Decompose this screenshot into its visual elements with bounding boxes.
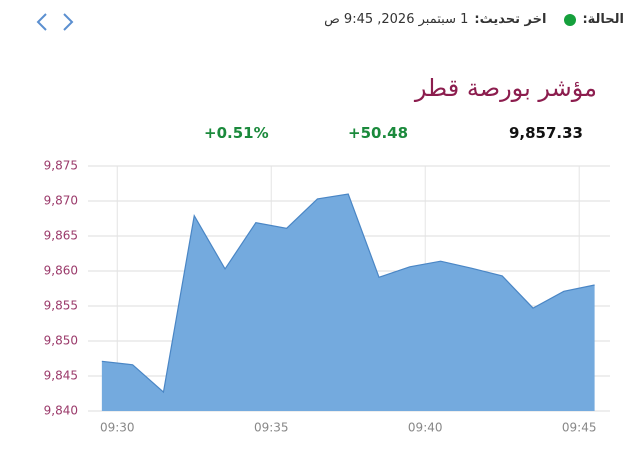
y-tick-label: 9,875 <box>44 159 78 173</box>
y-tick-label: 9,840 <box>44 404 78 418</box>
update-time: 1 سبتمبر 2026, 9:45 ص <box>324 12 469 27</box>
y-tick-label: 9,865 <box>44 229 78 243</box>
x-tick-label: 09:45 <box>562 421 597 435</box>
y-tick-label: 9,845 <box>44 369 78 383</box>
index-title: مؤشر بورصة قطر <box>414 74 597 102</box>
y-tick-label: 9,850 <box>44 334 78 348</box>
status-label: الحالة: <box>582 12 624 27</box>
next-arrow[interactable] <box>63 13 74 31</box>
x-tick-label: 09:30 <box>100 421 135 435</box>
line <box>101 193 595 394</box>
status-bar: الحالة: اخر تحديث: 1 سبتمبر 2026, 9:45 ص <box>324 12 624 27</box>
x-tick-label: 09:40 <box>408 421 443 435</box>
y-tick-label: 9,870 <box>44 194 78 208</box>
index-value: 9,857.33 <box>508 124 583 142</box>
area <box>101 194 595 411</box>
index-change-percent: +0.51% <box>204 124 269 142</box>
y-tick-label: 9,860 <box>44 264 78 278</box>
update-label: اخر تحديث: <box>474 12 547 27</box>
index-change: +50.48 <box>348 124 409 142</box>
prev-arrow[interactable] <box>36 13 47 31</box>
y-tick-label: 9,855 <box>44 299 78 313</box>
status-dot <box>564 13 577 26</box>
x-tick-label: 09:35 <box>254 421 289 435</box>
